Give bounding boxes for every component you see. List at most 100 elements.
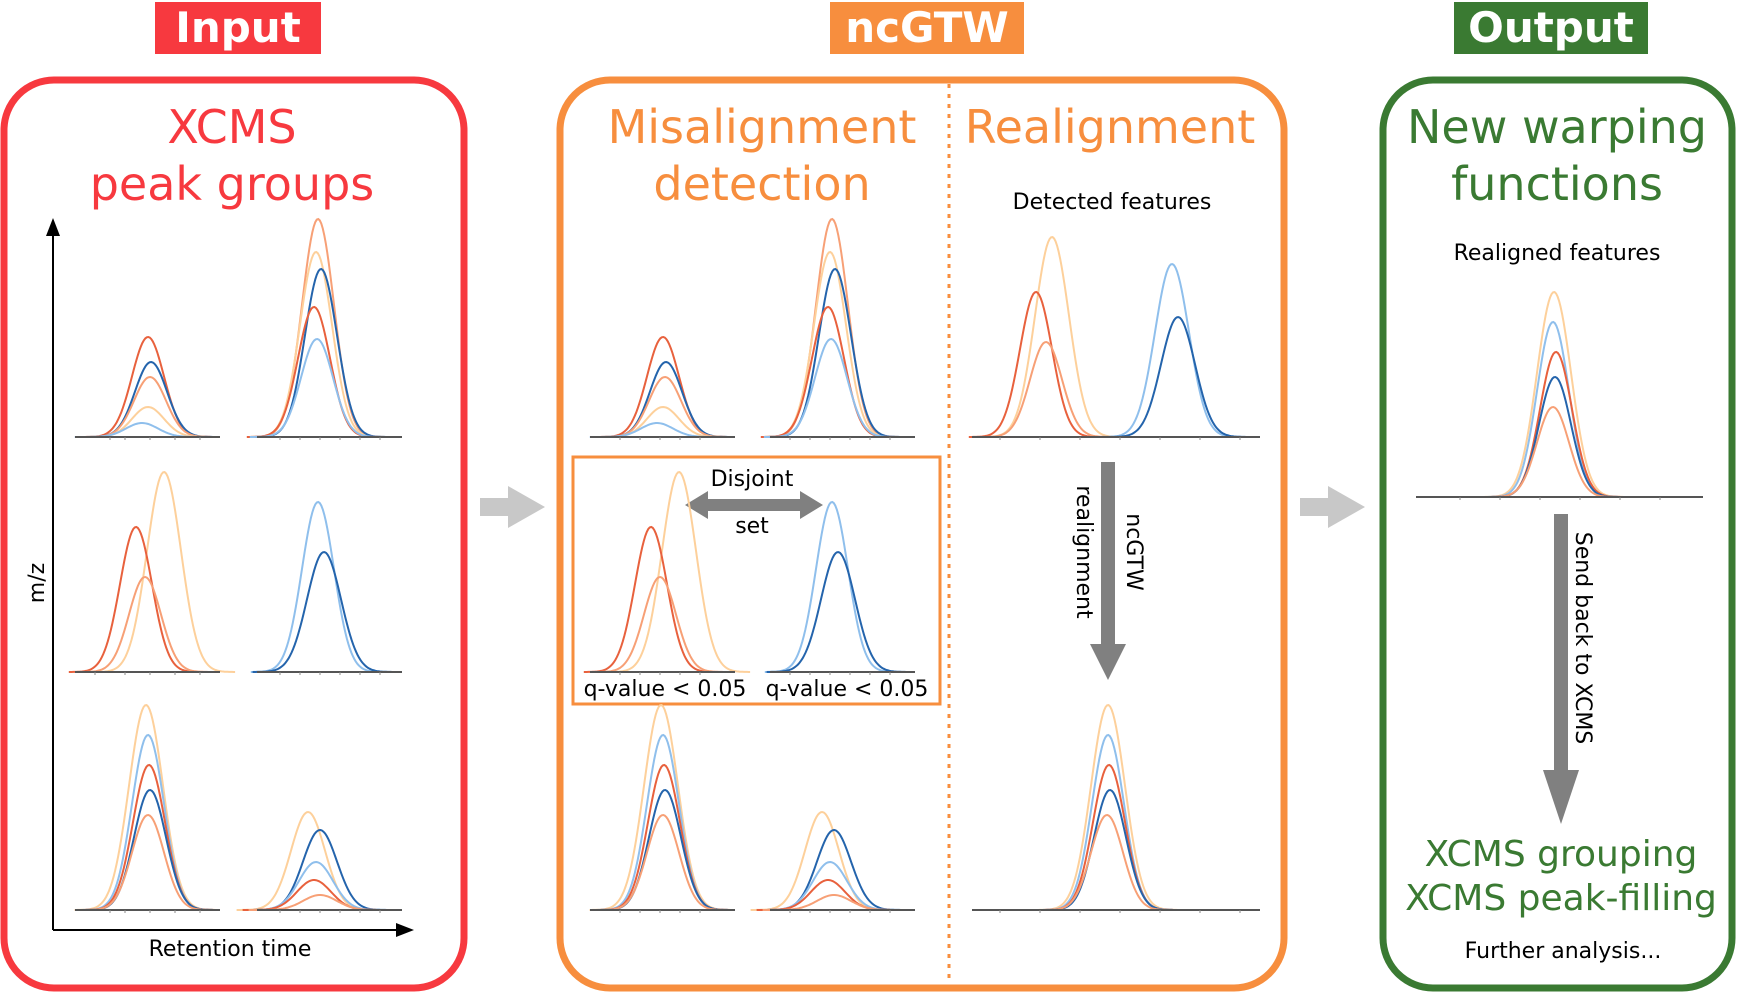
peak-curve: [249, 337, 384, 438]
peak-curve: [82, 788, 217, 911]
peak-curve: [1100, 263, 1244, 438]
peak-curve: [764, 217, 899, 438]
peak-curve: [595, 733, 730, 911]
peak-curve: [252, 551, 396, 673]
realignment-arrow: [1090, 462, 1126, 680]
qvalue-left: q-value < 0.05: [584, 677, 747, 702]
output-panel: [1379, 76, 1736, 992]
peak-curve: [1482, 291, 1626, 498]
peak-curve: [760, 305, 895, 438]
input-badge-bg: [155, 2, 321, 54]
further-analysis-label: Further analysis...: [1465, 939, 1662, 964]
peak-curve: [595, 405, 730, 438]
ncgtw-badge-bg: [830, 2, 1024, 54]
ncgtw-panel: [556, 76, 1288, 992]
peak-curve: [68, 525, 203, 673]
detect-plot-r1c2: [760, 217, 915, 440]
peak-curve: [595, 813, 730, 911]
peak-curve: [80, 405, 215, 438]
disjoint-label-line2: set: [735, 514, 769, 539]
ncgtw-badge: ncGTW: [845, 3, 1009, 52]
input-axes: [46, 218, 414, 937]
output-badge-bg: [1454, 2, 1648, 54]
flow-arrow-2: [1300, 486, 1365, 528]
peak-curve: [980, 236, 1124, 438]
peak-curve: [592, 575, 727, 673]
disjoint-label-line1: Disjoint: [711, 467, 794, 492]
detect-plot-r3c2: [750, 811, 915, 913]
input-plot-r1c1: [74, 335, 220, 440]
output-realigned-plot: [1416, 291, 1703, 500]
disjoint-double-arrow: [685, 491, 823, 519]
y-axis-label: m/z: [25, 563, 50, 603]
misalignment-title-line1: Misalignment: [608, 100, 917, 154]
misalignment-title-line2: detection: [653, 157, 870, 211]
input-plot-r3c1: [74, 704, 220, 913]
peak-curve: [236, 811, 380, 911]
send-back-label: Send back to XCMS: [1570, 532, 1595, 745]
peak-curve: [246, 305, 381, 438]
xcms-grouping-label: XCMS grouping: [1425, 834, 1698, 875]
peak-curve: [92, 471, 236, 673]
peak-curve: [80, 813, 215, 911]
input-title-line2: peak groups: [90, 157, 375, 211]
peak-curve: [244, 860, 388, 911]
output-title-line2: functions: [1451, 157, 1663, 211]
peak-curve: [1041, 763, 1176, 911]
peak-curve: [81, 763, 216, 911]
peak-curve: [978, 340, 1113, 438]
output-badge: Output: [1468, 3, 1634, 52]
detect-plot-r3c1: [589, 704, 735, 913]
realign-result-plot: [972, 704, 1260, 913]
peak-curve: [253, 267, 388, 438]
send-back-arrow: [1543, 514, 1579, 824]
peak-curve: [77, 575, 212, 673]
input-plot-r2c1: [68, 471, 236, 675]
realigned-features-label: Realigned features: [1454, 241, 1661, 266]
peak-curve: [80, 733, 215, 911]
peak-curve: [1036, 704, 1180, 911]
peak-curve: [767, 267, 902, 438]
qvalue-right: q-value < 0.05: [766, 677, 929, 702]
peak-curve: [583, 525, 718, 673]
peak-curve: [597, 788, 732, 911]
output-title-line1: New warping: [1407, 100, 1707, 154]
disjoint-set-box: [571, 455, 942, 706]
peak-curve: [1039, 813, 1174, 911]
peak-curve: [1042, 788, 1177, 911]
detect-plot-r1c1: [589, 335, 735, 440]
peak-curve: [1485, 320, 1620, 498]
peak-curve: [1040, 733, 1175, 911]
peak-curve: [250, 217, 385, 438]
peak-curve: [595, 335, 730, 438]
input-title-line1: XCMS: [167, 100, 296, 154]
peak-curve: [1485, 405, 1620, 498]
peak-curve: [1487, 375, 1622, 498]
detect-plot-r2c2: [764, 500, 915, 675]
peak-curve: [607, 471, 751, 673]
realignment-arrow-label-line2: realignment: [1071, 485, 1096, 619]
peak-plots: [68, 217, 1703, 913]
x-axis-label: Retention time: [149, 937, 312, 962]
peak-curve: [248, 828, 392, 911]
detected-features-label: Detected features: [1013, 190, 1212, 215]
input-panel: [0, 76, 468, 992]
peak-curve: [763, 337, 898, 438]
peak-curve: [758, 860, 902, 911]
peak-curve: [80, 335, 215, 438]
peak-curve: [1488, 350, 1623, 498]
peak-curve: [968, 290, 1103, 438]
peak-curve: [750, 811, 894, 911]
flow-arrow-1: [480, 486, 545, 528]
input-plot-r2c2: [250, 500, 402, 675]
peak-curve: [250, 500, 385, 673]
realign-detected-plot: [968, 236, 1260, 440]
realignment-arrow-label-line1: ncGTW: [1121, 513, 1146, 591]
detect-plot-r2c1: [583, 471, 751, 675]
xcms-peak-filling-label: XCMS peak-filling: [1405, 878, 1717, 919]
peak-curve: [1106, 316, 1250, 438]
peak-curve: [764, 500, 899, 673]
input-badge: Input: [175, 3, 301, 52]
input-plot-r3c2: [236, 811, 402, 913]
